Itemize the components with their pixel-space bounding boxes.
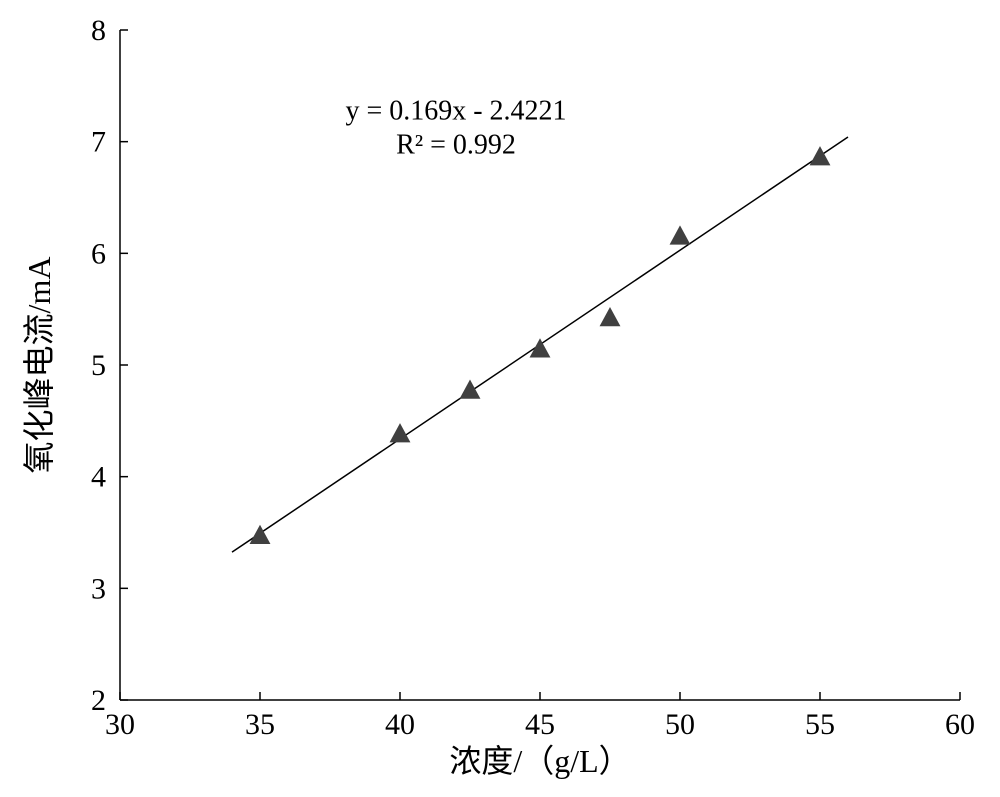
y-axis-label: 氧化峰电流/mA bbox=[21, 257, 57, 474]
fit-equation: y = 0.169x - 2.4221 bbox=[345, 95, 566, 126]
scatter-chart: 303540455055602345678浓度/（g/L）氧化峰电流/mAy =… bbox=[0, 0, 1000, 797]
y-tick-label: 4 bbox=[91, 461, 106, 494]
data-point bbox=[390, 423, 411, 442]
data-point bbox=[460, 380, 481, 399]
data-point bbox=[810, 146, 831, 165]
y-tick-label: 6 bbox=[91, 237, 106, 270]
x-tick-label: 40 bbox=[385, 708, 415, 741]
x-axis-label: 浓度/（g/L） bbox=[449, 743, 630, 779]
data-point bbox=[670, 225, 691, 244]
y-tick-label: 5 bbox=[91, 349, 106, 382]
fit-r2: R² = 0.992 bbox=[396, 129, 516, 160]
x-tick-label: 50 bbox=[665, 708, 695, 741]
x-tick-label: 45 bbox=[525, 708, 555, 741]
x-tick-label: 35 bbox=[245, 708, 275, 741]
y-tick-label: 2 bbox=[91, 684, 106, 717]
y-tick-label: 3 bbox=[91, 572, 106, 605]
y-tick-label: 8 bbox=[91, 14, 106, 47]
x-tick-label: 30 bbox=[105, 708, 135, 741]
data-point bbox=[600, 307, 621, 326]
y-tick-label: 7 bbox=[91, 126, 106, 159]
x-tick-label: 60 bbox=[945, 708, 975, 741]
data-point bbox=[530, 338, 551, 357]
chart-container: 303540455055602345678浓度/（g/L）氧化峰电流/mAy =… bbox=[0, 0, 1000, 797]
x-tick-label: 55 bbox=[805, 708, 835, 741]
